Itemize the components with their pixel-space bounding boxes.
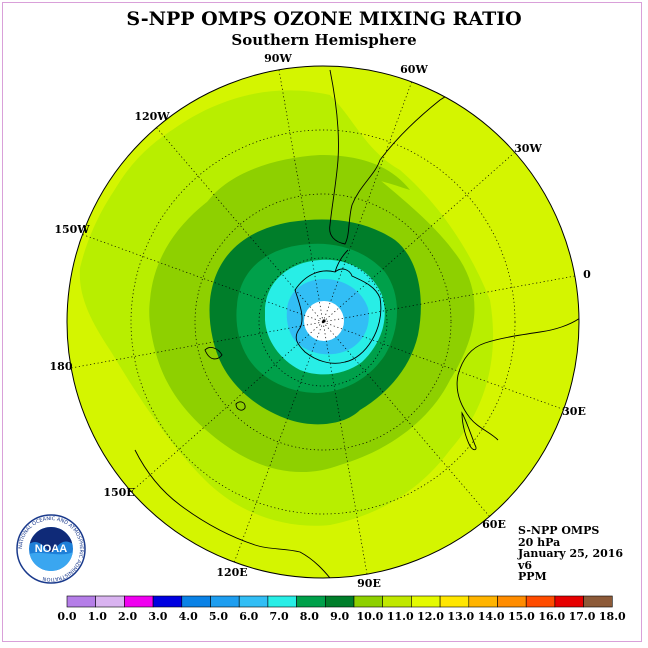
coastline-australia [134,449,331,578]
colorbar-swatch [439,595,470,608]
colorbar-swatch [267,595,297,608]
colorbar: 0.0 1.0 2.0 3.0 4.0 5.0 6.0 7.0 8.0 9.0 10.0 11.0 12… [57,595,626,623]
figure-frame [2,2,642,642]
coastline-antarctic-peninsula [334,249,349,273]
colorbar-tick-label: 9.0 [330,610,349,623]
longitude-label-90e: 90E [357,577,381,590]
longitude-label-60e: 60E [482,518,506,531]
colorbar-tick-label: 18.0 [599,610,626,623]
colorbar-tick-label: 2.0 [118,610,137,623]
globe-outline [66,65,580,579]
meridian-150w [80,233,324,323]
colorbar-swatch [554,595,584,608]
info-instrument: S-NPP OMPS [518,524,600,537]
colorbar-tick-label: 7.0 [269,610,288,623]
contour-band-10-north [205,155,410,205]
colorbar-swatch [95,595,125,608]
meridian-120e [233,321,324,564]
map-title: S-NPP OMPS OZONE MIXING RATIO [126,8,522,30]
colorbar-tick-label: 14.0 [478,610,505,623]
colorbar-tick-label: 17.0 [569,610,596,623]
colorbar-ticks: 0.0 1.0 2.0 3.0 4.0 5.0 6.0 7.0 8.0 9.0 10.0 11.0 12… [57,610,626,623]
colorbar-tick-label: 11.0 [387,610,414,623]
contour-band-11-west [100,120,190,220]
latitude-circle-70s [258,257,388,387]
longitude-label-120e: 120E [216,566,247,579]
colorbar-swatch [468,595,498,608]
map-subtitle: Southern Hemisphere [231,31,417,49]
colorbar-tick-label: 13.0 [447,610,474,623]
coastlines [134,69,579,578]
longitude-label-0: 0 [583,268,591,281]
meridian-30e [322,321,566,411]
colorbar-swatch [382,595,412,608]
colorbar-swatch [210,595,240,608]
graticule [70,69,576,575]
longitude-label-150e: 150E [103,486,134,499]
colorbar-tick-label: 8.0 [300,610,319,623]
product-info-block: S-NPP OMPS 20 hPa January 25, 2016 v6 PP… [518,525,623,583]
colorbar-tick-label: 10.0 [357,610,384,623]
latitude-circle-30s [130,129,516,515]
logo-bird-shape [29,527,73,553]
colorbar-swatch [152,595,183,608]
meridian-90w [278,69,324,323]
colorbar-tick-label: 5.0 [209,610,228,623]
colorbar-tick-label: 0.0 [57,610,76,623]
south-pole-marker [322,319,326,323]
longitude-label-120w: 120W [134,110,170,123]
longitude-label-60w: 60W [400,63,428,76]
colorbar-swatches [66,595,613,608]
meridian-120w [155,126,324,323]
colorbar-swatch [124,595,154,608]
colorbar-tick-label: 1.0 [88,610,107,623]
colorbar-tick-label: 6.0 [239,610,258,623]
colorbar-swatch [296,595,326,608]
noaa-logo-icon: NATIONAL OCEANIC AND ATMOSPHERIC ADMINIS… [16,514,86,584]
logo-wave-shape [29,552,73,571]
colorbar-swatch [497,595,527,608]
info-units: PPM [518,570,547,583]
info-date: January 25, 2016 [518,547,624,560]
colorbar-swatch [181,595,211,608]
colorbar-tick-label: 3.0 [148,610,167,623]
longitude-label-150w: 150W [54,223,90,236]
colorbar-tick-label: 15.0 [508,610,535,623]
info-level: 20 hPa [518,535,561,549]
coastline-africa [456,317,579,441]
meridian-60w [322,80,413,323]
meridian-30w [322,152,515,323]
logo-noaa-text: NOAA [35,543,67,555]
coastline-new-zealand [204,347,223,360]
meridian-150e [131,321,324,492]
longitude-label-90w: 90W [264,52,292,65]
colorbar-swatch [411,595,441,608]
coastline-south-america [329,69,481,245]
colorbar-swatch [583,595,613,608]
coastline-tasmania [235,401,246,411]
longitude-label-180: 180 [50,360,73,373]
colorbar-swatch [353,595,384,608]
longitude-label-30w: 30W [514,142,542,155]
latitude-circle-50s [194,193,452,451]
info-version: v6 [518,558,533,572]
colorbar-tick-label: 16.0 [538,610,565,623]
longitude-label-30e: 30E [562,405,586,418]
colorbar-tick-label: 4.0 [179,610,198,623]
colorbar-swatch [324,595,355,608]
colorbar-tick-label: 12.0 [417,610,444,623]
meridian-90e [322,321,368,575]
meridian-0 [322,275,576,323]
colorbar-swatch [66,595,97,608]
coastline-madagascar [461,411,477,451]
meridian-180 [70,321,324,369]
ozone-field [67,66,579,578]
coastline-antarctica [294,268,382,364]
meridian-60e [322,321,491,518]
colorbar-swatch [238,595,269,608]
colorbar-swatch [525,595,556,608]
